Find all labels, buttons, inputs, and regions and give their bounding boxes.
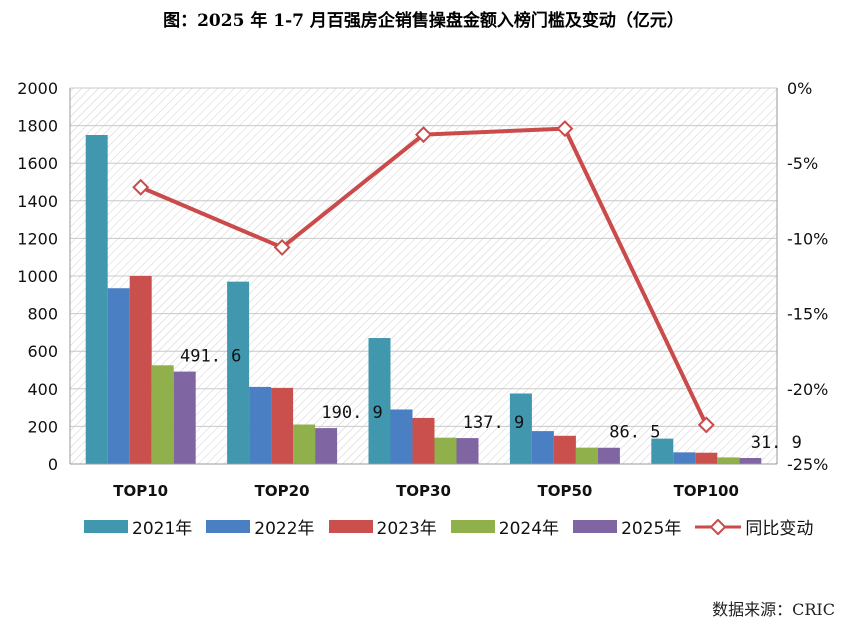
legend-line-swatch [695, 518, 742, 535]
bar-top30-2021 [368, 338, 391, 464]
y-right-tick-label: -20% [787, 380, 828, 399]
legend-label: 2023年 [376, 519, 437, 539]
y-left-tick-label: 1200 [17, 229, 58, 248]
bar-top10-2023 [129, 276, 152, 464]
y-left-tick-label: 0 [48, 455, 58, 474]
x-tick-label: TOP20 [255, 482, 310, 500]
y-right-tick-label: -25% [787, 455, 828, 474]
legend-line-marker [709, 518, 727, 535]
legend-label: 2025年 [621, 519, 682, 539]
chart-legend: 2021年 2022年 2023年 2024年 2025年 同比变动 [84, 514, 827, 539]
legend-label: 2021年 [132, 519, 193, 539]
bar-top50-2022 [531, 431, 554, 464]
bar-top100-2023 [695, 452, 718, 464]
y-left-tick-label: 600 [27, 342, 58, 361]
x-tick-label: TOP50 [537, 482, 592, 500]
bar-top20-2023 [271, 387, 294, 464]
y-right-tick-label: -15% [787, 305, 828, 324]
x-tick-label: TOP100 [674, 482, 739, 500]
bar-top10-2025 [173, 371, 196, 464]
bar-top50-2021 [509, 393, 532, 464]
bar-top100-2024 [717, 457, 740, 464]
legend-label: 2022年 [254, 519, 315, 539]
data-label: 491. 6 [180, 347, 241, 367]
legend-swatch [206, 520, 251, 533]
y-left-tick-label: 1400 [17, 192, 58, 211]
data-label: 190. 9 [321, 403, 382, 423]
legend-swatch [84, 520, 128, 533]
line-point-marker [273, 238, 291, 256]
chart-title: 图：2025 年 1-7 月百强房企销售操盘金额入榜门槛及变动（亿元） [163, 11, 684, 31]
bar-top20-2025 [315, 428, 338, 464]
bar-top50-2023 [553, 435, 576, 464]
legend-label: 同比变动 [745, 519, 814, 539]
y-left-tick-label: 1800 [17, 117, 58, 136]
y-left-tick-label: 200 [27, 417, 58, 436]
legend-swatch [573, 520, 618, 533]
bar-top30-2025 [456, 438, 479, 464]
legend-item: 2022年 [206, 514, 315, 539]
legend-item: 同比变动 [695, 514, 813, 539]
legend-label: 2024年 [498, 519, 560, 539]
bar-top100-2022 [673, 452, 696, 464]
data-label: 31. 9 [751, 433, 802, 453]
bar-top100-2021 [651, 438, 674, 464]
data-label: 86. 5 [609, 423, 660, 443]
bar-top20-2022 [249, 386, 272, 464]
x-tick-label: TOP30 [396, 482, 451, 500]
bar-top50-2025 [597, 447, 620, 464]
legend-swatch [450, 520, 495, 533]
y-right-tick-label: 0% [787, 79, 812, 98]
bar-top30-2024 [434, 437, 457, 464]
bar-top20-2024 [293, 424, 316, 464]
bar-top10-2024 [151, 365, 174, 464]
y-right-tick-label: -10% [787, 229, 828, 248]
y-left-tick-label: 800 [27, 305, 58, 324]
bar-top30-2023 [412, 417, 435, 464]
line-point-marker [132, 178, 150, 196]
y-left-tick-label: 1000 [17, 267, 58, 286]
y-left-tick-label: 2000 [17, 79, 58, 98]
legend-item: 2025年 [573, 514, 681, 539]
legend-item: 2021年 [84, 514, 192, 539]
data-label: 137. 9 [463, 413, 524, 433]
line-point-marker [415, 126, 432, 144]
legend-swatch [328, 520, 373, 533]
legend-item: 2023年 [328, 514, 437, 539]
bar-top50-2024 [575, 447, 598, 464]
bar-top10-2022 [107, 288, 130, 464]
x-tick-label: TOP10 [113, 482, 168, 500]
line-point-marker [697, 416, 715, 434]
legend-item: 2024年 [450, 514, 560, 539]
y-left-tick-label: 1600 [17, 154, 58, 173]
bar-top10-2021 [85, 135, 108, 464]
y-left-tick-label: 400 [27, 380, 58, 399]
source-note: 数据来源：CRIC [712, 600, 835, 619]
bar-top100-2025 [739, 458, 762, 464]
bar-top20-2021 [227, 281, 250, 464]
y-right-tick-label: -5% [787, 154, 818, 173]
bar-top30-2022 [390, 409, 413, 464]
line-point-marker [556, 120, 574, 138]
